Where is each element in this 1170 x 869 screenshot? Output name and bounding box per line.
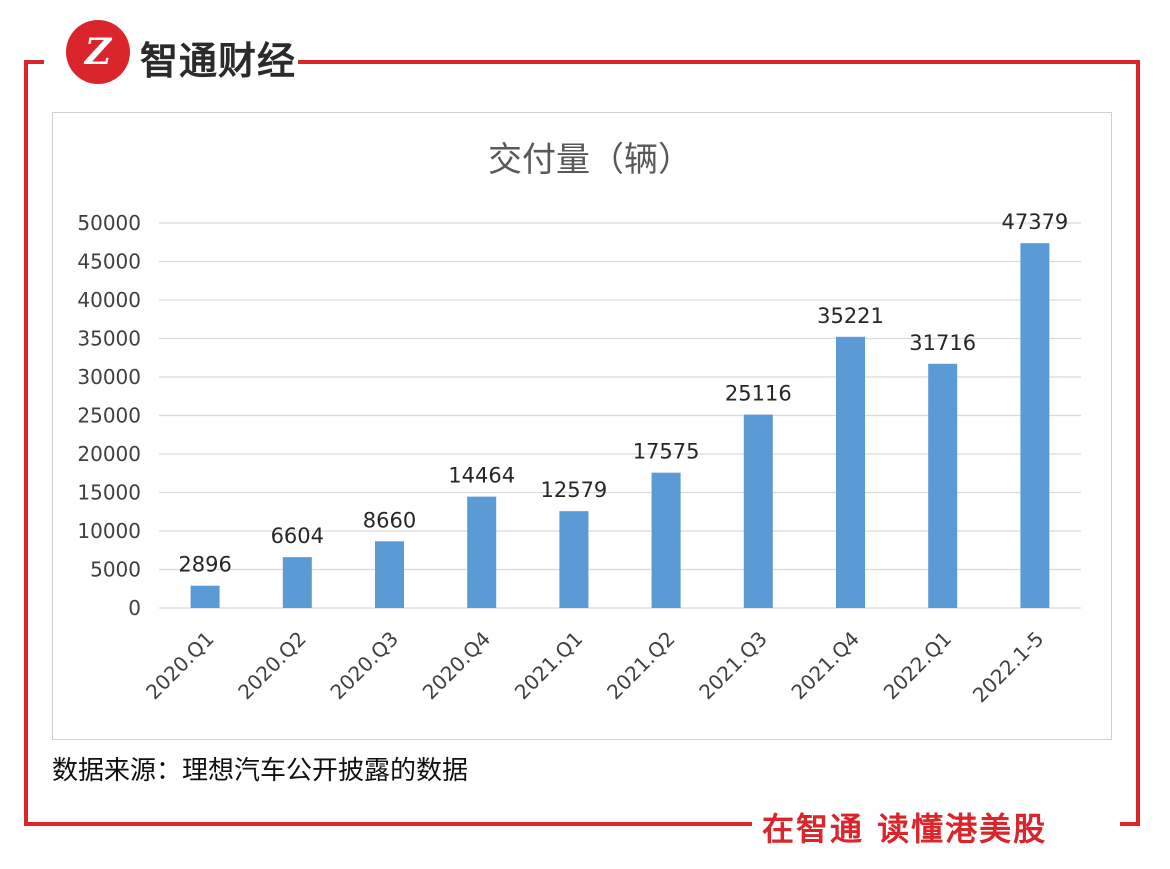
y-tick-label: 20000 — [77, 442, 141, 466]
y-tick-label: 25000 — [77, 404, 141, 428]
chart-title: 交付量（辆） — [488, 140, 692, 180]
bar-chart: 交付量（辆） 0 5000 10000 15000 20000 25000 30000 3500… — [77, 140, 1081, 708]
frame-line — [24, 60, 44, 64]
frame-line — [1120, 822, 1140, 826]
bar — [928, 363, 958, 608]
x-tick-label: 2021.Q2 — [602, 627, 680, 705]
bar — [836, 336, 865, 608]
bar — [651, 472, 681, 608]
footer-slogan: 在智通 读懂港美股 — [762, 810, 1048, 848]
x-tick-label: 2021.Q1 — [510, 627, 588, 705]
x-tick-label: 2020.Q1 — [141, 627, 219, 705]
data-label: 12579 — [540, 478, 607, 502]
data-label: 31716 — [909, 331, 976, 355]
chart-container: 交付量（辆） 0 5000 10000 15000 20000 25000 30000 3500… — [52, 112, 1112, 740]
brand-logo-icon: Z — [66, 20, 130, 84]
frame-line — [1136, 60, 1140, 826]
x-tick-label: 2020.Q2 — [233, 627, 311, 705]
bar — [467, 496, 497, 608]
frame-line — [298, 60, 1140, 64]
x-tick-label: 2022.1-5 — [968, 627, 1049, 708]
y-tick-label: 5000 — [90, 558, 141, 582]
bar — [190, 585, 220, 608]
data-label: 6604 — [271, 524, 324, 548]
brand-name: 智通财经 — [140, 39, 297, 83]
y-tick-label: 50000 — [77, 211, 141, 235]
bar — [282, 557, 312, 608]
data-label: 8660 — [363, 508, 416, 532]
x-tick-label: 2020.Q4 — [418, 627, 496, 705]
data-label: 25116 — [725, 382, 792, 406]
y-tick-label: 10000 — [77, 519, 141, 543]
x-tick-label: 2021.Q4 — [786, 627, 864, 705]
bar — [743, 414, 773, 608]
bar — [1020, 243, 1050, 608]
bar — [559, 511, 589, 608]
data-label: 14464 — [448, 464, 515, 488]
source-note: 数据来源：理想汽车公开披露的数据 — [52, 756, 469, 786]
y-tick-label: 45000 — [77, 250, 141, 274]
data-label: 17575 — [633, 440, 700, 464]
data-label: 35221 — [817, 304, 884, 328]
y-tick-label: 40000 — [77, 288, 141, 312]
x-tick-label: 2022.Q1 — [879, 627, 957, 705]
y-tick-label: 35000 — [77, 327, 141, 351]
data-label: 47379 — [1001, 210, 1068, 234]
y-tick-label: 0 — [128, 596, 141, 620]
frame-line — [24, 60, 28, 826]
y-tick-label: 15000 — [77, 481, 141, 505]
x-tick-label: 2021.Q3 — [694, 627, 772, 705]
data-label: 2896 — [178, 553, 231, 577]
x-tick-label: 2020.Q3 — [325, 627, 403, 705]
frame-line — [24, 822, 752, 826]
bar — [375, 541, 404, 608]
y-tick-label: 30000 — [77, 365, 141, 389]
